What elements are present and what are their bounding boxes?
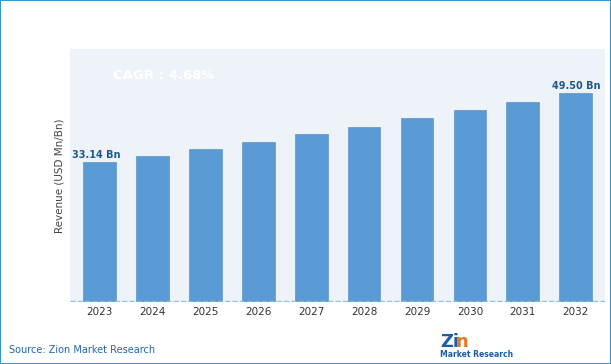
Text: 49.50 Bn: 49.50 Bn	[552, 81, 600, 91]
Text: Zi: Zi	[440, 333, 459, 351]
Bar	[83, 162, 116, 302]
Bar	[453, 110, 486, 302]
Text: CAGR : 4.68%: CAGR : 4.68%	[112, 69, 214, 82]
Text: Global U.S. Frozen Desserts Market,: Global U.S. Frozen Desserts Market,	[9, 16, 347, 33]
Text: Market Research: Market Research	[440, 349, 513, 359]
Text: n: n	[455, 333, 468, 351]
Bar	[242, 142, 274, 302]
Bar	[295, 134, 327, 302]
Bar	[136, 156, 169, 302]
Bar	[507, 102, 540, 302]
Bar	[189, 149, 222, 302]
Y-axis label: Revenue (USD Mn/Bn): Revenue (USD Mn/Bn)	[55, 118, 65, 233]
Bar	[348, 127, 381, 302]
Text: 2024-2032 (USD Billion): 2024-2032 (USD Billion)	[327, 17, 499, 32]
Bar	[401, 119, 433, 302]
Text: 33.14 Bn: 33.14 Bn	[73, 150, 121, 160]
Text: Source: Zion Market Research: Source: Zion Market Research	[9, 345, 155, 355]
Bar	[559, 94, 592, 302]
